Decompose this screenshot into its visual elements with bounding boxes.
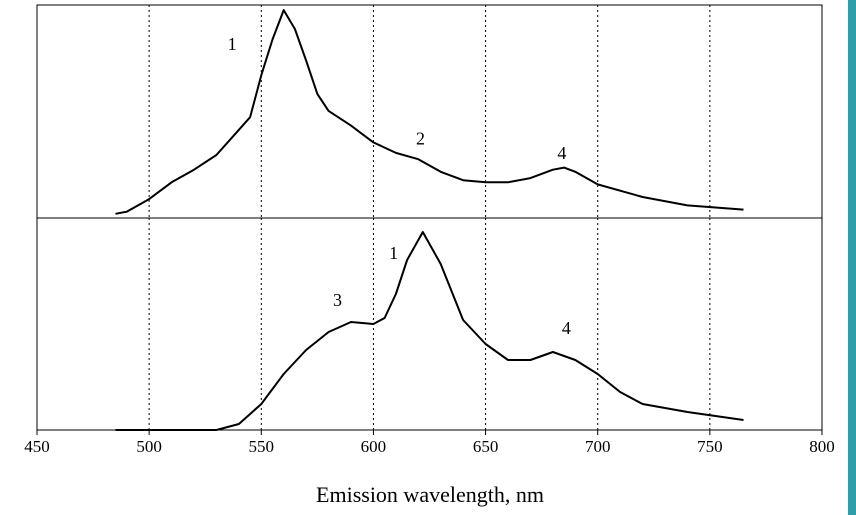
peak-annotation: 4 <box>557 143 566 163</box>
peak-annotation: 2 <box>416 128 425 148</box>
border-strip <box>848 0 856 515</box>
x-tick-label: 700 <box>585 437 611 456</box>
x-tick-label: 500 <box>136 437 162 456</box>
x-tick-label: 450 <box>24 437 50 456</box>
x-tick-label: 600 <box>361 437 387 456</box>
peak-annotation: 3 <box>333 290 342 310</box>
x-axis-label: Emission wavelength, nm <box>316 482 544 507</box>
peak-annotation: 1 <box>228 34 237 54</box>
spectrum-line <box>115 9 744 215</box>
peak-annotation: 4 <box>562 318 571 338</box>
x-tick-label: 750 <box>697 437 723 456</box>
x-tick-label: 800 <box>809 437 835 456</box>
x-tick-label: 650 <box>473 437 499 456</box>
peak-annotation: 1 <box>389 243 398 263</box>
spectrum-line <box>115 231 744 431</box>
x-tick-label: 550 <box>249 437 275 456</box>
